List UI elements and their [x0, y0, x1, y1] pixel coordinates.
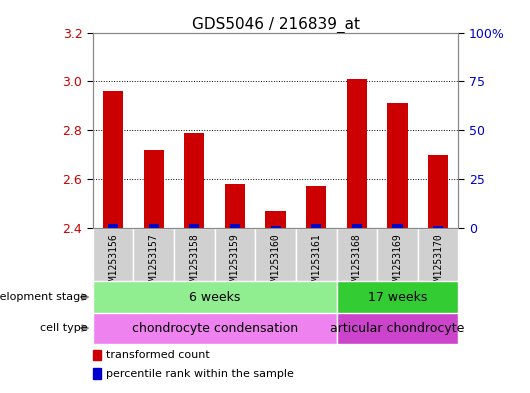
Title: GDS5046 / 216839_at: GDS5046 / 216839_at [192, 17, 359, 33]
Bar [215, 228, 255, 281]
Bar [352, 224, 362, 228]
Text: GSM1253160: GSM1253160 [271, 233, 280, 292]
Text: percentile rank within the sample: percentile rank within the sample [106, 369, 294, 378]
Text: chondrocyte condensation: chondrocyte condensation [131, 321, 298, 334]
Text: transformed count: transformed count [106, 350, 210, 360]
Text: GSM1253157: GSM1253157 [149, 233, 158, 292]
Bar [337, 281, 458, 312]
Text: GSM1253161: GSM1253161 [311, 233, 321, 292]
Bar [377, 228, 418, 281]
Bar [93, 312, 337, 344]
Text: development stage: development stage [0, 292, 87, 302]
Bar [230, 224, 240, 228]
Text: GSM1253156: GSM1253156 [108, 233, 118, 292]
Bar [418, 228, 458, 281]
Bar [270, 226, 281, 228]
Bar [428, 154, 448, 228]
Bar [337, 228, 377, 281]
Bar [189, 224, 199, 228]
Bar [225, 184, 245, 228]
Bar [93, 369, 101, 379]
Text: GSM1253158: GSM1253158 [189, 233, 199, 292]
Bar [337, 312, 458, 344]
Text: GSM1253168: GSM1253168 [352, 233, 362, 292]
Text: 17 weeks: 17 weeks [368, 290, 427, 303]
Bar [311, 224, 321, 228]
Bar [306, 186, 326, 228]
Text: articular chondrocyte: articular chondrocyte [330, 321, 465, 334]
Bar [174, 228, 215, 281]
Text: GSM1253170: GSM1253170 [433, 233, 443, 292]
Bar [184, 132, 205, 228]
Bar [392, 224, 403, 228]
Bar [433, 226, 443, 228]
Bar [296, 228, 337, 281]
Text: 6 weeks: 6 weeks [189, 290, 240, 303]
Text: GSM1253169: GSM1253169 [393, 233, 402, 292]
Bar [347, 79, 367, 228]
Bar [387, 103, 408, 228]
Bar [144, 150, 164, 228]
Bar [93, 350, 101, 360]
Bar [134, 228, 174, 281]
Bar [93, 281, 337, 312]
Text: GSM1253159: GSM1253159 [230, 233, 240, 292]
Bar [255, 228, 296, 281]
Text: cell type: cell type [40, 323, 87, 333]
Bar [103, 91, 123, 228]
Bar [108, 224, 118, 228]
Bar [93, 228, 134, 281]
Bar [148, 224, 159, 228]
Bar [266, 211, 286, 228]
